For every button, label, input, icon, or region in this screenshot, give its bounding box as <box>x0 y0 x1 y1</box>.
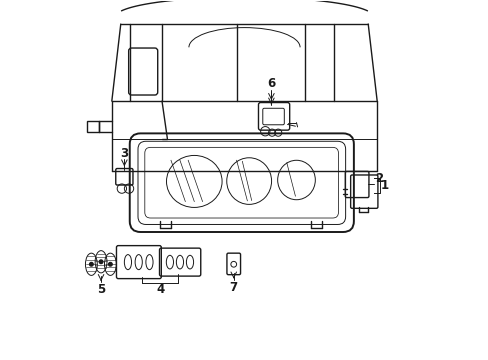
Text: 4: 4 <box>156 283 164 296</box>
Bar <box>86 121 99 132</box>
Text: 5: 5 <box>97 283 105 296</box>
Text: 7: 7 <box>229 281 237 294</box>
Text: 6: 6 <box>267 77 275 90</box>
Text: 2: 2 <box>374 172 382 185</box>
Text: 1: 1 <box>380 179 387 192</box>
Circle shape <box>89 262 93 266</box>
Circle shape <box>108 262 112 266</box>
Text: 3: 3 <box>120 147 128 159</box>
Circle shape <box>99 260 102 264</box>
